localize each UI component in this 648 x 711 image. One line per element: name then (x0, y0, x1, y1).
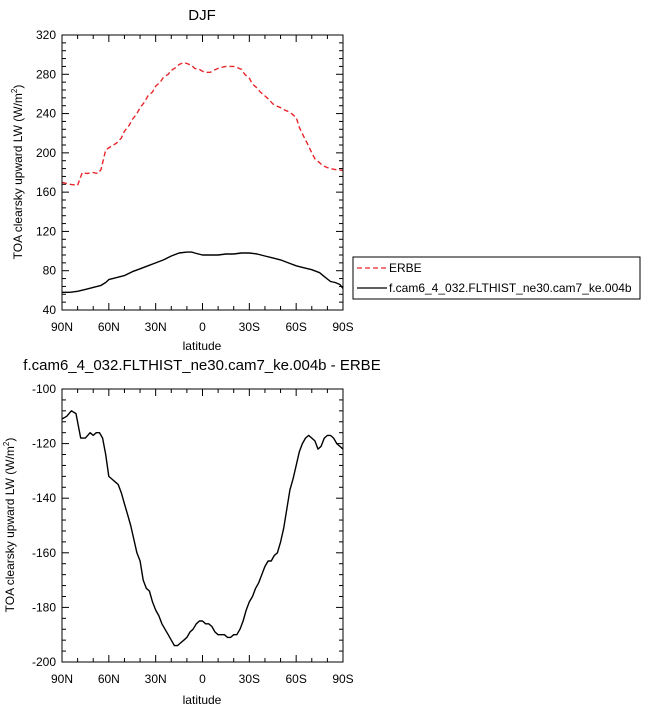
y-tick-label: -140 (32, 491, 56, 505)
bottom-ylabel-end: ) (3, 438, 17, 442)
x-tick-label: 90N (51, 320, 73, 334)
legend-erbe-label: ERBE (389, 261, 422, 275)
top-series-line-0 (61, 61, 344, 187)
y-tick-label: 200 (36, 146, 56, 160)
bottom-series-line-0 (61, 410, 344, 647)
bottom-plot-ticks: 90N 60N 30N 0 30S 60S 90S -200 -180 -160 -140 -120 -… (32, 382, 354, 686)
top-plot-series (61, 61, 344, 293)
x-tick-label: 0 (199, 320, 206, 334)
top-plot-ticks: 90N 60N 30N 0 30S 60S 90S 40 80 120 160 200 240 280 32… (36, 28, 354, 334)
y-tick-label: 120 (36, 224, 56, 238)
bottom-ylabel-sup: 2 (2, 441, 11, 446)
bottom-plot-xlabel: latitude (183, 693, 222, 707)
y-tick-label: 240 (36, 107, 56, 121)
x-tick-label: 30N (145, 672, 167, 686)
x-tick-label: 60N (98, 320, 120, 334)
x-tick-label: 90S (332, 672, 353, 686)
top-series-line-1 (62, 251, 344, 293)
y-tick-label: 40 (43, 303, 57, 317)
bottom-plot-frame (61, 388, 344, 663)
top-plot: DJF 90N 60N 30N 0 30S 60S 90S 40 80 120 160 200 240 2… (10, 7, 354, 353)
y-tick-label: -120 (32, 437, 56, 451)
y-tick-label: -180 (32, 600, 56, 614)
bottom-plot-ylabel: TOA clearsky upward LW (W/m2) (2, 438, 17, 613)
top-plot-xlabel: latitude (183, 339, 222, 353)
x-tick-label: 90N (51, 672, 73, 686)
bottom-plot-title: f.cam6_4_032.FLTHIST_ne30.cam7_ke.004b -… (23, 357, 380, 374)
x-tick-label: 30S (239, 672, 260, 686)
top-plot-frame (61, 34, 344, 311)
x-tick-label: 60S (285, 672, 306, 686)
top-ylabel-end: ) (11, 85, 25, 89)
y-tick-label: -100 (32, 382, 56, 396)
x-tick-label: 30N (145, 320, 167, 334)
x-tick-label: 60N (98, 672, 120, 686)
y-tick-label: 80 (43, 264, 57, 278)
y-tick-label: 160 (36, 185, 56, 199)
x-tick-label: 60S (285, 320, 306, 334)
y-tick-label: 320 (36, 28, 56, 42)
x-tick-label: 0 (199, 672, 206, 686)
legend-model-label: f.cam6_4_032.FLTHIST_ne30.cam7_ke.004b (389, 281, 632, 295)
x-tick-label: 90S (332, 320, 353, 334)
legend-box (352, 256, 641, 300)
y-tick-label: 280 (36, 67, 56, 81)
legend: ERBE f.cam6_4_032.FLTHIST_ne30.cam7_ke.0… (352, 256, 641, 300)
top-plot-title: DJF (188, 7, 216, 24)
top-plot-ylabel: TOA clearsky upward LW (W/m2) (10, 85, 25, 260)
x-tick-label: 30S (239, 320, 260, 334)
bottom-plot: f.cam6_4_032.FLTHIST_ne30.cam7_ke.004b -… (2, 357, 381, 707)
y-tick-label: -160 (32, 546, 56, 560)
bottom-ylabel-main: TOA clearsky upward LW (W/m (3, 446, 17, 612)
bottom-plot-series (61, 410, 344, 647)
y-tick-label: -200 (32, 655, 56, 669)
top-ylabel-sup: 2 (10, 88, 19, 93)
top-ylabel-main: TOA clearsky upward LW (W/m (11, 93, 25, 259)
